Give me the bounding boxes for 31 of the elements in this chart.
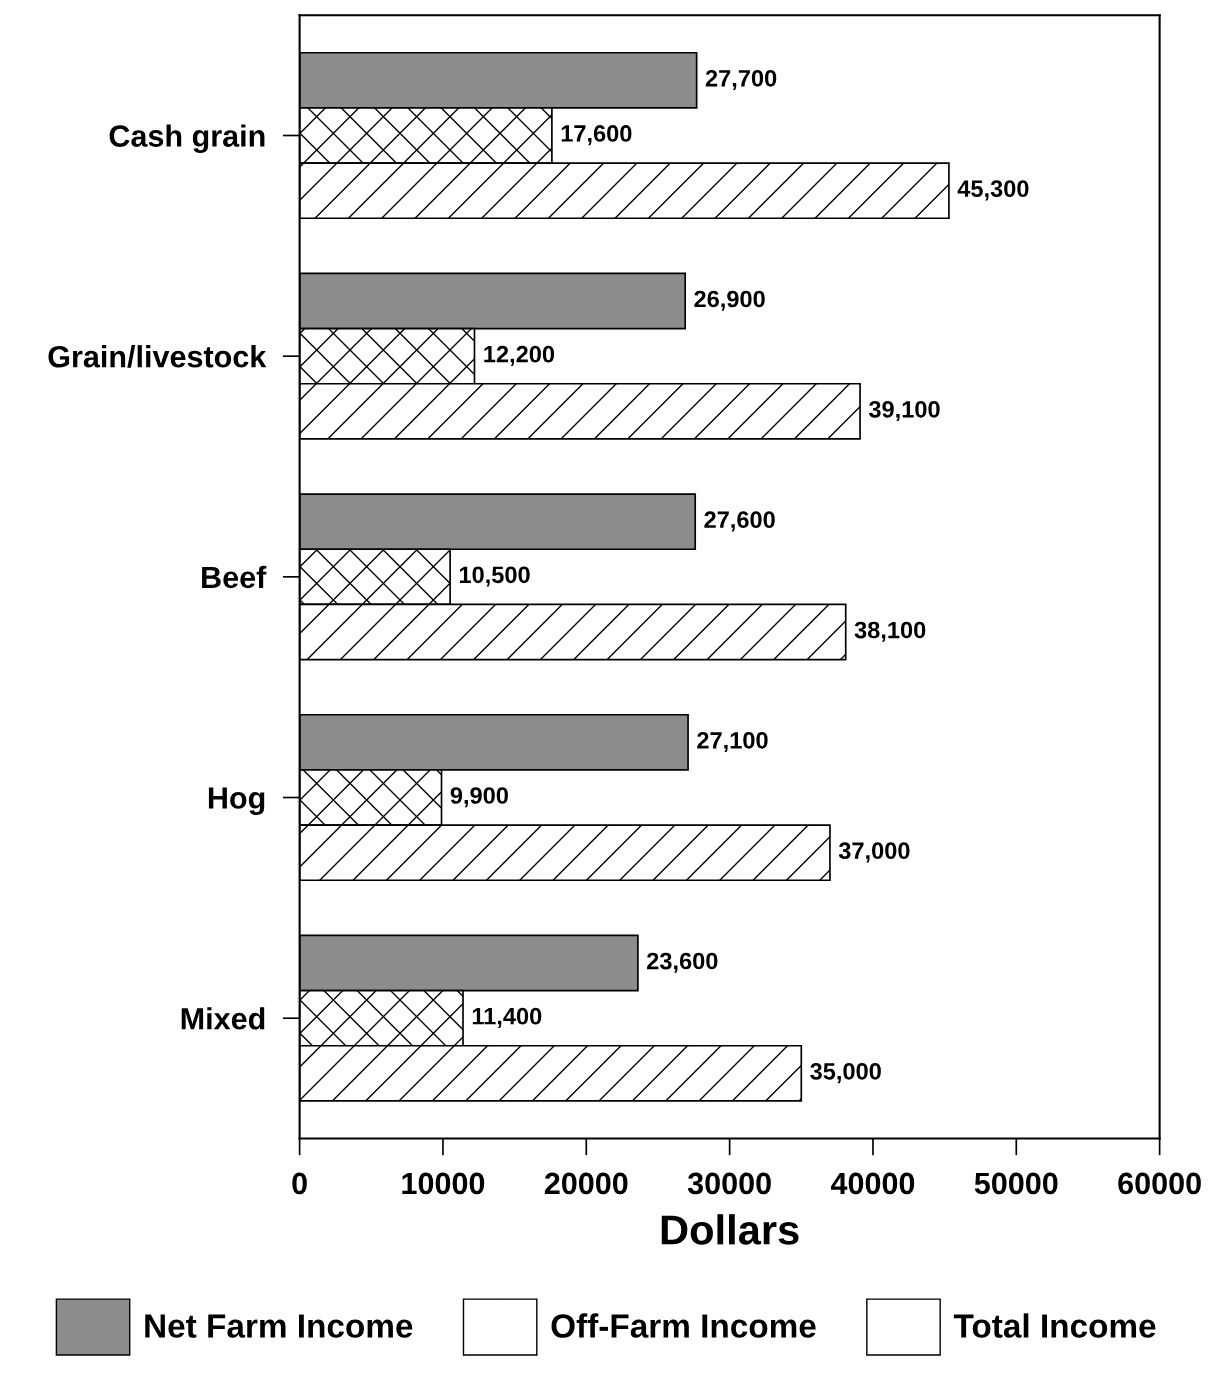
- data-label: 9,900: [450, 787, 508, 808]
- data-label: 27,700: [705, 69, 777, 91]
- data-label: 45,300: [957, 180, 1029, 201]
- y-tick-label: Hog: [208, 787, 265, 816]
- data-label: 23,600: [647, 952, 718, 973]
- x-tick-label: 30000: [687, 1172, 771, 1195]
- data-label: 35,000: [810, 1062, 881, 1084]
- x-tick-label: 60000: [1118, 1172, 1201, 1195]
- y-tick-label: Beef: [202, 565, 267, 589]
- x-tick-label: 40000: [830, 1172, 915, 1195]
- y-tick-label: Mixed: [181, 1007, 265, 1030]
- x-tick-label: 10000: [402, 1172, 485, 1195]
- data-label: 26,900: [694, 290, 765, 311]
- legend-label: Total Income: [953, 1313, 1156, 1338]
- data-label: 27,100: [697, 731, 768, 753]
- x-tick-label: 50000: [974, 1172, 1058, 1195]
- data-label: 38,100: [854, 621, 926, 642]
- legend-label: Off-Farm Income: [551, 1313, 816, 1338]
- data-label: 17,600: [561, 125, 632, 146]
- legend-label: Net Farm Income: [145, 1314, 413, 1338]
- data-label: 39,100: [868, 400, 940, 422]
- data-label: 12,200: [484, 345, 555, 366]
- x-tick-label: 20000: [544, 1172, 628, 1195]
- x-axis-title: Dollars: [661, 1214, 799, 1245]
- data-label: 10,500: [459, 566, 530, 587]
- data-label: 27,600: [704, 511, 775, 532]
- data-label: 11,400: [472, 1007, 542, 1028]
- y-tick-label: Grain/livestock: [48, 345, 267, 368]
- data-label: 37,000: [838, 842, 910, 863]
- x-tick-label: 0: [292, 1172, 307, 1195]
- y-tick-label: Cash grain: [109, 124, 265, 154]
